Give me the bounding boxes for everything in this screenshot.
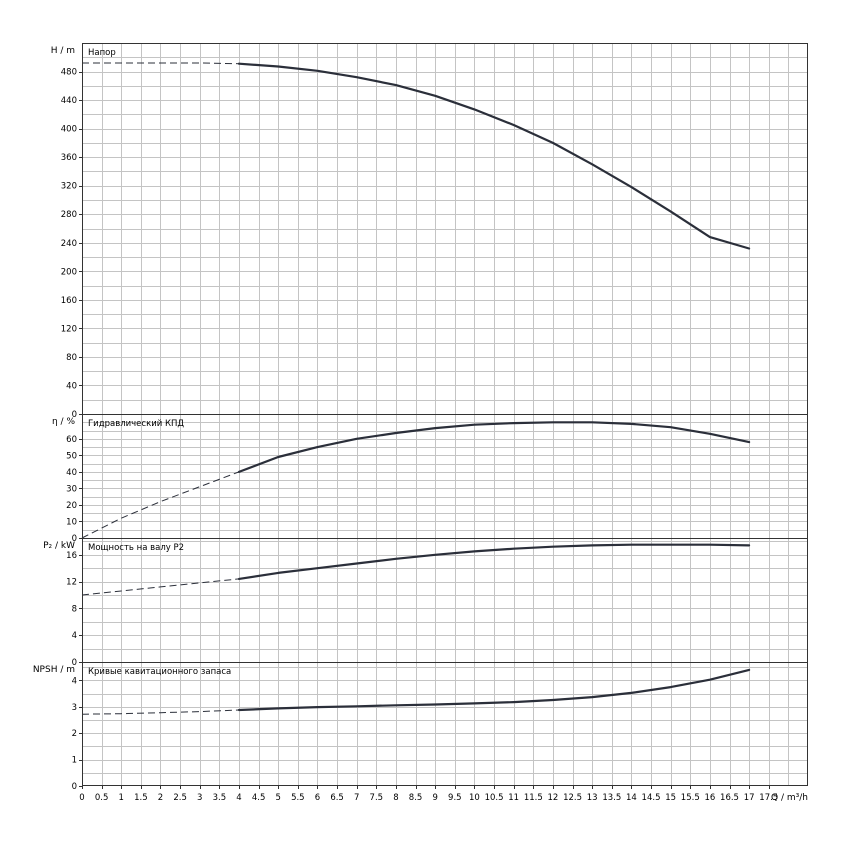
x-tick-label: 13 [587,793,598,803]
x-tick-label: 9.5 [448,793,462,803]
x-tick-label: 12 [548,793,559,803]
curve-dashed [81,578,240,596]
y-tick-label: 16 [66,551,77,561]
x-tick-label: 14 [626,793,637,803]
y-axis-label: H / m [51,46,75,56]
y-tick-label: 20 [66,501,77,511]
panel-title: Кривые кавитационного запаса [88,667,231,677]
x-tick-label: 5 [276,793,281,803]
curve-dashed [81,709,240,715]
curve-solid [237,543,751,581]
curve-solid [237,62,751,250]
x-tick-label: 13.5 [602,793,621,803]
x-tick-label: 5.5 [291,793,305,803]
y-tick-label: 320 [61,182,77,192]
y-tick-label: 2 [72,729,77,739]
x-tick-label: 2 [158,793,163,803]
x-tick-label: 10 [469,793,480,803]
y-tick-label: 1 [72,756,77,766]
y-tick-label: 30 [66,484,77,494]
panel-1: 0 40 80 120 160 200 240 280 320 360 400 440 480 H / m… [51,46,808,420]
x-tick-label: 1.5 [134,793,148,803]
panel-2: 0 10 20 30 40 50 60 η / % Гидравлический КПД [52,417,808,544]
x-tick-label: 15 [665,793,676,803]
panel-title: Гидравлический КПД [88,419,184,429]
x-tick-label: 17.5 [759,793,778,803]
y-tick-label: 80 [66,353,77,363]
x-tick-label: 6 [315,793,320,803]
x-tick-label: 17 [744,793,755,803]
curve-dashed [82,62,240,65]
y-tick-label: 280 [61,210,77,220]
x-tick-label: 1 [119,793,124,803]
x-tick-label: 8.5 [409,793,423,803]
y-tick-label: 120 [61,324,77,334]
y-tick-label: 40 [66,381,77,391]
y-tick-label: 40 [66,468,77,478]
panel-title: Напор [88,48,116,58]
x-tick-label: 11.5 [524,793,543,803]
panel-title: Мощность на валу P2 [88,543,184,553]
x-tick-label: 7.5 [370,793,384,803]
y-tick-label: 4 [72,631,77,641]
x-tick-label: 2.5 [173,793,187,803]
x-tick-label: 10.5 [485,793,504,803]
y-tick-label: 50 [66,451,77,461]
curve-solid [237,421,751,473]
x-tick-labels: 0 0.5 1 1.5 2 2.5 3 3.5 4 4.5 5 5.5 6 6.5 7 7.5 8 8.5 9 9.5… [79,786,778,803]
y-tick-label: 4 [72,676,77,686]
curve-solid [237,668,751,712]
x-tick-label: 6.5 [330,793,344,803]
x-axis-label: Q / m³/h [771,793,808,803]
y-tick-label: 0 [72,658,77,668]
y-tick-label: 0 [72,782,77,792]
x-tick-label: 0 [79,793,84,803]
x-tick-label: 16 [704,793,715,803]
x-tick-label: 3.5 [213,793,227,803]
y-tick-label: 60 [66,435,77,445]
x-tick-label: 15.5 [681,793,700,803]
x-tick-label: 8 [393,793,398,803]
x-tick-label: 7 [354,793,359,803]
y-tick-label: 400 [61,125,77,135]
y-tick-label: 0 [72,534,77,544]
y-axis-label: P₂ / kW [43,541,75,551]
y-tick-label: 440 [61,96,77,106]
x-tick-label: 4 [236,793,241,803]
x-tick-label: 11 [508,793,519,803]
x-tick-label: 12.5 [563,793,582,803]
x-tick-label: 0.5 [95,793,109,803]
x-tick-label: 9 [432,793,437,803]
y-axis-label: η / % [52,417,75,427]
y-tick-label: 240 [61,239,77,249]
y-tick-label: 12 [66,578,77,588]
y-axis-label: NPSH / m [33,665,75,675]
y-tick-label: 8 [72,604,77,614]
y-tick-label: 3 [72,703,77,713]
x-tick-label: 3 [197,793,202,803]
y-tick-label: 200 [61,267,77,277]
x-tick-label: 16.5 [720,793,739,803]
plot-frame [82,43,808,786]
y-tick-label: 160 [61,296,77,306]
y-tick-label: 0 [72,410,77,420]
x-tick-label: 4.5 [252,793,266,803]
x-tick-label: 14.5 [642,793,661,803]
y-tick-label: 360 [61,153,77,163]
y-tick-label: 480 [61,68,77,78]
y-tick-label: 10 [66,517,77,527]
